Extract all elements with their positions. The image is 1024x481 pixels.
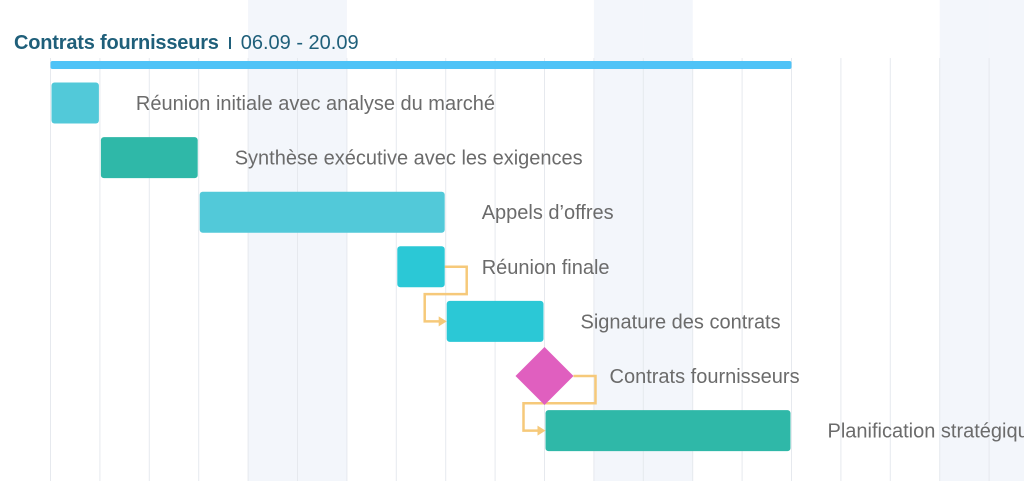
task-label: Planification stratégique: [828, 421, 1024, 443]
label-layer: Réunion initiale avec analyse du marché S…: [136, 93, 1024, 443]
header-separator: [228, 37, 231, 49]
task-bar: [446, 300, 544, 342]
project-title[interactable]: Contrats fournisseurs: [14, 31, 219, 54]
weekend-column: [593, 0, 644, 481]
summary-bar: [50, 61, 792, 69]
task-label: Synthèse exécutive avec les exigences: [235, 148, 583, 170]
weekend-column: [989, 0, 1024, 481]
task-bar: [199, 191, 445, 233]
task-label: Réunion initiale avec analyse du marché: [136, 93, 495, 115]
task-bar: [545, 410, 791, 452]
weekend-column: [643, 0, 693, 481]
task-label: Contrats fournisseurs: [610, 366, 800, 388]
task-bar: [397, 246, 445, 288]
weekend-column: [939, 0, 990, 481]
dependency-arrowhead: [537, 425, 546, 436]
task-label: Réunion finale: [482, 257, 610, 279]
project-date-range: 06.09 - 20.09: [240, 31, 359, 54]
project-header: Contrats fournisseurs 06.09 - 20.09: [14, 29, 359, 57]
task-bar: [100, 137, 198, 179]
task-layer: [51, 82, 791, 452]
dependency-arrowhead: [438, 316, 447, 327]
timeline-grid: [50, 0, 1024, 481]
weekend-column: [248, 0, 298, 481]
weekend-column: [297, 0, 347, 481]
summary-layer: [50, 61, 792, 69]
dependency-link: [423, 265, 468, 323]
dependency-layer: [423, 265, 597, 436]
dependency-link: [522, 374, 597, 432]
task-label: Appels d’offres: [482, 202, 614, 224]
milestone-diamond: [515, 347, 574, 405]
task-bar: [51, 82, 99, 124]
task-label: Signature des contrats: [581, 311, 781, 333]
